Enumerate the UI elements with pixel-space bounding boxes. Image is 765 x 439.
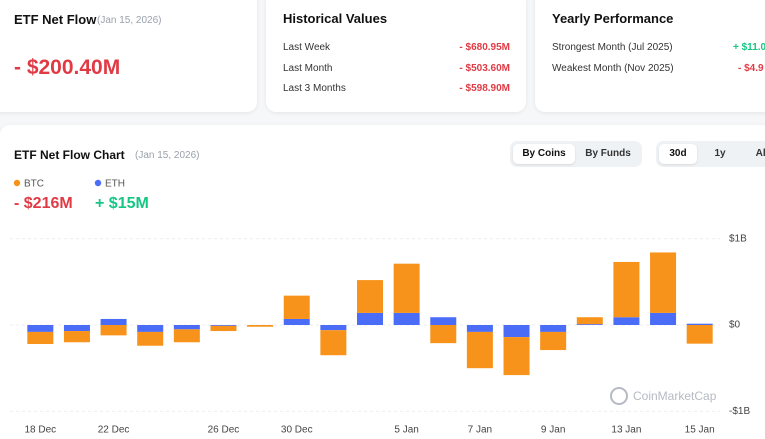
bar-segment [63,325,90,332]
x-tick-label: 5 Jan [394,425,418,436]
bar-segment [27,325,54,332]
historical-card: Historical Values Last Week - $680.95M Las… [266,0,526,112]
x-tick-label: 22 Dec [98,425,130,436]
row-value: - $4.9 [738,62,764,74]
period-toggle: 30d 1y All [656,141,765,167]
bar-segment [247,325,274,327]
period-button[interactable]: All [755,148,765,159]
bar-segment [137,325,164,332]
x-tick-label: 13 Jan [611,425,641,436]
bar-segment [686,325,713,344]
bar-segment [613,317,640,325]
y-tick-label: -$1B [729,406,750,417]
bar-segment [283,295,310,319]
bar-segment [283,318,310,325]
bar-segment [100,325,127,336]
bar-segment [540,325,567,332]
yearly-card: Yearly Performance Strongest Month (Jul … [535,0,765,112]
card-date: (Jan 15, 2026) [97,15,162,26]
bar-segment [503,325,530,338]
row-label: Last 3 Months [283,83,346,94]
bar-segment [320,325,347,331]
chart-title: ETF Net Flow Chart [14,148,125,162]
btc-total: - $216M [14,195,73,212]
x-tick-label: 15 Jan [685,425,715,436]
card-title: Yearly Performance [552,11,674,26]
bar-segment [173,325,200,330]
bar-segment [210,325,237,326]
bar-segment [430,325,457,344]
row-label: Last Month [283,62,333,74]
card-title: Historical Values [283,11,388,26]
bar-segment [393,312,420,325]
y-tick-label: $1B [729,233,747,244]
row-value: + $11.0 [733,42,765,53]
bar-segment [63,331,90,343]
y-tick-label: $0 [729,320,741,331]
bar-segment [576,324,603,325]
legend-swatch [94,179,102,187]
watermark-logo [610,387,628,405]
bar-segment [320,330,347,356]
bar-segment [540,331,567,351]
eth-total: + $15M [95,195,149,212]
bar-segment [466,331,493,369]
bar-segment [503,337,530,376]
bar-segment [357,280,383,313]
row-value: - $503.60M [459,62,510,74]
view-toggle: By Coins By Funds [510,141,642,167]
row-label: Weakest Month (Nov 2025) [552,62,674,74]
bar-segment [613,261,640,318]
row-label: Strongest Month (Jul 2025) [552,42,673,53]
bar-segment [686,323,713,325]
net-flow-card: ETF Net Flow (Jan 15, 2026) - $200.40M [0,0,257,112]
row-label: Last Week [283,42,331,53]
tab-button[interactable]: By Funds [585,148,631,159]
bar-segment [357,312,383,325]
bar-segment [210,325,237,332]
card-title: ETF Net Flow [14,12,97,27]
x-tick-label: 30 Dec [281,425,313,436]
bar-segment [173,329,200,343]
x-tick-label: 7 Jan [468,425,492,436]
tab-button[interactable]: By Coins [513,144,575,164]
bar-segment [27,331,54,344]
x-tick-label: 26 Dec [208,425,240,436]
bar-segment [137,331,164,346]
legend-label: BTC [24,179,44,190]
bar-segment [430,317,457,325]
bar-segment [466,325,493,332]
bar-segment [650,312,677,325]
period-button[interactable]: 1y [714,148,726,159]
row-value: - $598.90M [459,83,510,94]
legend-swatch [13,179,21,187]
bar-segment [650,252,677,313]
x-tick-label: 18 Dec [24,425,56,436]
x-tick-label: 9 Jan [541,425,565,436]
period-button[interactable]: 30d [659,144,697,164]
bar-segment [100,318,127,325]
row-value: - $680.95M [459,42,510,53]
chart-date: (Jan 15, 2026) [135,150,200,161]
bar-segment [576,317,603,325]
net-flow-value: - $200.40M [14,56,121,79]
legend-label: ETH [105,179,125,190]
watermark: CoinMarketCap [633,389,717,403]
bar-segment [393,263,420,313]
